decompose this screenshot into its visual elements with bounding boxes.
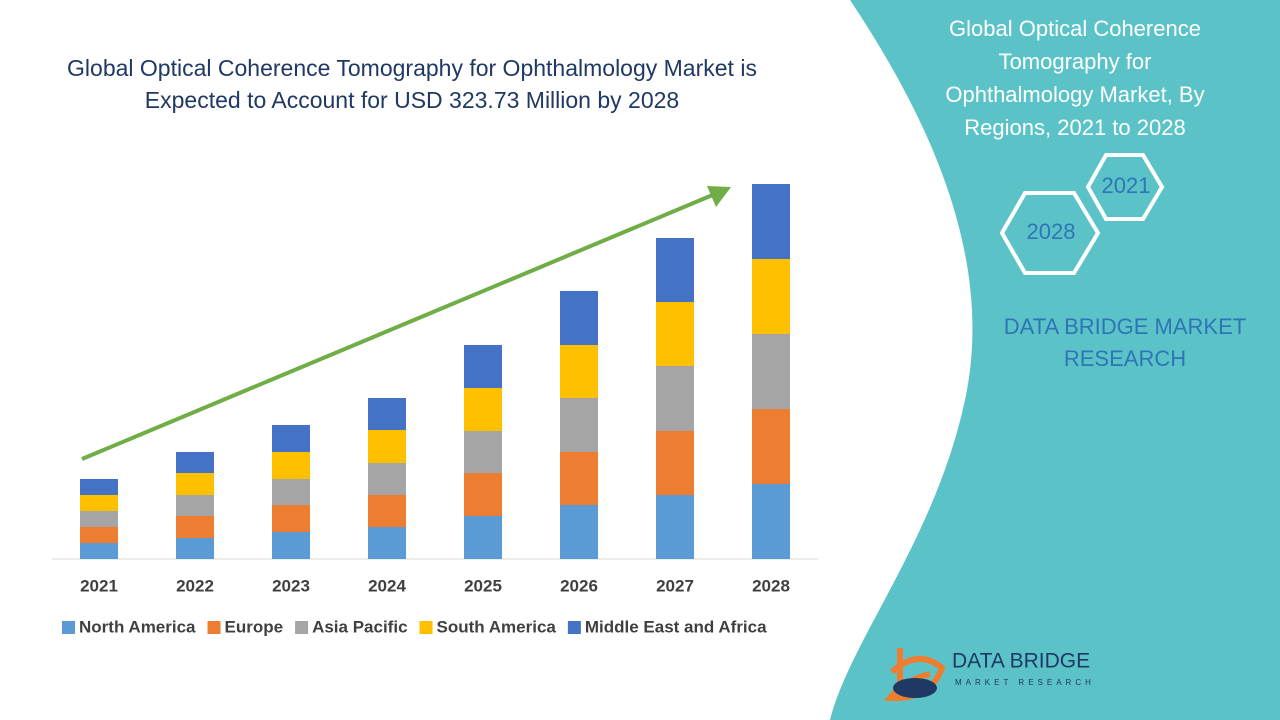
- x-tick-label: 2026: [560, 576, 598, 595]
- bar-segment: [464, 473, 502, 516]
- trend-arrow: [81, 192, 716, 461]
- legend-swatch: [62, 621, 75, 634]
- bar-segment: [752, 334, 790, 409]
- bar-segment: [272, 532, 310, 559]
- bar-segment: [752, 259, 790, 334]
- bar-segment: [752, 409, 790, 484]
- badge: 2021: [1102, 173, 1151, 198]
- bar-segment: [656, 495, 694, 559]
- bar-segment: [80, 479, 118, 495]
- legend-label: North America: [79, 617, 196, 636]
- x-tick-label: 2022: [176, 576, 214, 595]
- legend-swatch: [567, 621, 581, 634]
- badge: 2028: [1027, 219, 1076, 244]
- bar-segment: [272, 479, 310, 505]
- x-tick-label: 2025: [464, 576, 502, 595]
- brand: DATA BRIDGE MARKET RESEARCH: [1003, 314, 1247, 371]
- bar-segment: [464, 345, 502, 388]
- legend-swatch: [295, 621, 309, 634]
- bar-segment: [464, 431, 502, 473]
- hexagon: [999, 191, 1101, 275]
- bar-segment: [80, 527, 118, 543]
- bar-segment: [272, 505, 310, 532]
- logo-name: DATA BRIDGE: [952, 650, 1090, 673]
- bar-segment: [176, 516, 214, 538]
- x-tick-label: 2021: [80, 576, 118, 595]
- bar-segment: [368, 463, 406, 495]
- side-panel-bg: [830, 0, 1280, 720]
- bar-segment: [80, 511, 118, 527]
- bar-segment: [368, 430, 406, 463]
- bar-segment: [368, 527, 406, 559]
- legend-label: Middle East and Africa: [585, 617, 767, 636]
- bar-segment: [560, 345, 598, 398]
- x-tick-label: 2027: [656, 576, 694, 595]
- bar-segment: [464, 388, 502, 431]
- bar-segment: [368, 398, 406, 430]
- legend-label: Europe: [225, 617, 284, 636]
- bar-segment: [656, 302, 694, 366]
- side-title: Global Optical Coherence Tomography for …: [945, 16, 1205, 140]
- x-tick-label: 2023: [272, 576, 310, 595]
- bar-segment: [560, 452, 598, 505]
- bar-segment: [656, 366, 694, 431]
- logo-tagline: MARKET RESEARCH: [955, 678, 1095, 687]
- bar-segment: [560, 291, 598, 345]
- bar-segment: [752, 184, 790, 259]
- bar-segment: [272, 425, 310, 452]
- bar-segment: [560, 505, 598, 559]
- logo-icon: [893, 678, 937, 698]
- chart-title: Global Optical Coherence Tomography for …: [67, 55, 757, 113]
- bar-segment: [656, 431, 694, 495]
- bar-segment: [176, 538, 214, 559]
- x-tick-label: 2028: [752, 576, 790, 595]
- bar-segment: [176, 452, 214, 473]
- trend-arrowhead: [707, 186, 731, 207]
- bar-segment: [560, 398, 598, 452]
- bar-segment: [368, 495, 406, 527]
- bar-segment: [80, 543, 118, 559]
- bar-segment: [464, 516, 502, 559]
- legend-label: Asia Pacific: [312, 617, 407, 636]
- x-tick-label: 2024: [368, 576, 406, 595]
- legend-label: South America: [437, 617, 557, 636]
- bar-segment: [656, 238, 694, 302]
- legend-swatch: [419, 621, 433, 634]
- legend-swatch: [207, 621, 221, 634]
- bar-segment: [80, 495, 118, 511]
- bar-segment: [272, 452, 310, 479]
- bar-segment: [752, 484, 790, 559]
- hexagon: [1085, 153, 1165, 221]
- bar-segment: [176, 473, 214, 495]
- bar-segment: [176, 495, 214, 516]
